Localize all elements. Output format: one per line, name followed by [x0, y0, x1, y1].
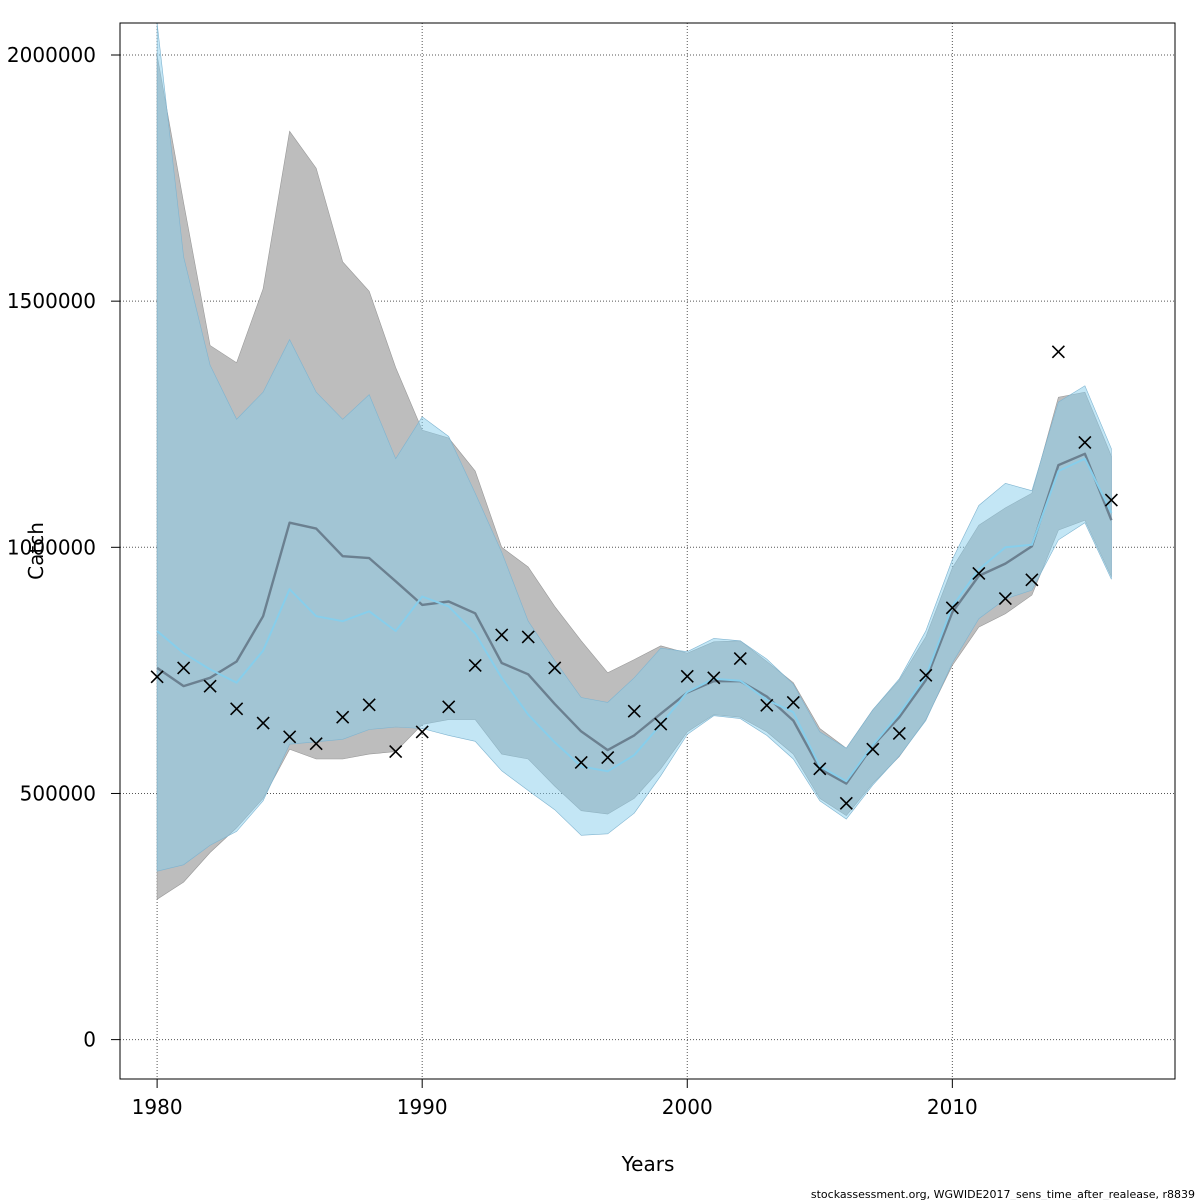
catch-marker-2008 — [892, 726, 906, 740]
catch-marker-1982 — [203, 679, 217, 693]
catch-marker-2002 — [733, 652, 747, 666]
catch-marker-2000 — [680, 669, 694, 683]
catch-marker-1996 — [574, 755, 588, 770]
catch-marker-2004 — [786, 695, 800, 709]
catch-marker-1988 — [362, 698, 376, 712]
y-axis-title: Catch — [24, 522, 48, 580]
x-tick-label-1980: 1980 — [132, 1095, 183, 1119]
x-tick-label-1990: 1990 — [397, 1095, 448, 1119]
catch-marker-2015 — [1078, 435, 1092, 450]
catch-marker-2007 — [866, 742, 880, 756]
observed-catch-markers — [150, 345, 1118, 810]
catch-marker-1989 — [389, 745, 403, 759]
y-axis: 0 500000 1000000 1500000 2000000 — [7, 43, 121, 1052]
catch-marker-1992 — [468, 658, 482, 673]
catch-marker-2013 — [1025, 573, 1039, 587]
catch-marker-1998 — [627, 704, 641, 718]
catch-marker-1981 — [177, 661, 191, 675]
y-tick-label-500000: 500000 — [20, 781, 96, 805]
catch-marker-2005 — [813, 762, 827, 776]
catch-marker-1980 — [150, 670, 164, 684]
footer-credit: stockassessment.org, WGWIDE2017_sens_tim… — [811, 1188, 1195, 1200]
catch-marker-2011 — [972, 566, 986, 580]
catch-marker-1997 — [601, 750, 615, 765]
catch-marker-1993 — [495, 628, 509, 642]
catch-marker-2014 — [1051, 345, 1065, 359]
catch-marker-2006 — [839, 796, 853, 810]
catch-marker-1991 — [442, 700, 456, 714]
catch-marker-1985 — [283, 730, 297, 744]
catch-marker-2009 — [919, 668, 933, 682]
estimate-line-2 — [156, 457, 1113, 783]
x-tick-label-2000: 2000 — [662, 1095, 713, 1119]
x-tick-label-2010: 2010 — [927, 1095, 978, 1119]
catch-marker-1990 — [415, 725, 429, 739]
catch-marker-2016 — [1104, 493, 1118, 507]
catch-marker-1984 — [256, 716, 270, 730]
y-tick-label-1500000: 1500000 — [7, 289, 96, 313]
catch-marker-2010 — [945, 601, 959, 615]
catch-marker-1995 — [548, 661, 562, 675]
catch-marker-1983 — [230, 702, 244, 716]
y-tick-label-0: 0 — [83, 1028, 96, 1052]
catch-marker-2012 — [998, 591, 1012, 606]
catch-marker-1999 — [654, 717, 668, 731]
y-tick-label-1000000: 1000000 — [7, 535, 96, 559]
estimate-lines — [156, 452, 1113, 785]
y-tick-label-2000000: 2000000 — [7, 43, 96, 67]
confidence-bands — [156, 22, 1112, 900]
catch-marker-1987 — [336, 710, 350, 724]
x-axis: 1980 1990 2000 2010 — [132, 1078, 978, 1119]
x-axis-title: Years — [621, 1152, 675, 1176]
catch-marker-1994 — [521, 630, 535, 644]
catch-marker-2001 — [707, 671, 721, 685]
estimate-line-1 — [156, 452, 1113, 785]
catch-marker-1986 — [309, 737, 323, 751]
confidence-band-2 — [156, 22, 1112, 872]
catch-marker-2003 — [760, 698, 774, 712]
